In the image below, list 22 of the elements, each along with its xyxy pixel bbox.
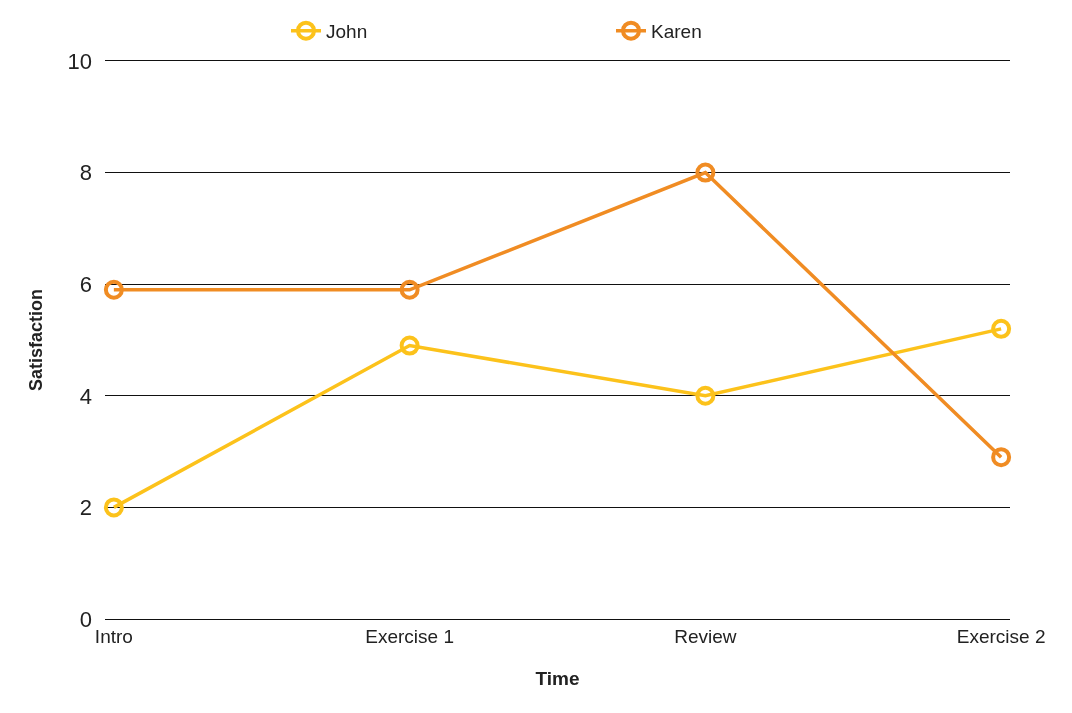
point bbox=[103, 279, 124, 300]
y-tick-label: 6 bbox=[79, 271, 92, 297]
y-tick-label: 8 bbox=[79, 160, 92, 186]
y-tick-label: 2 bbox=[79, 495, 92, 521]
point bbox=[103, 497, 124, 518]
point bbox=[695, 162, 716, 183]
y-tick-label: 10 bbox=[67, 48, 92, 74]
x-tick-label: Review bbox=[674, 625, 737, 647]
point bbox=[991, 447, 1012, 468]
point bbox=[695, 385, 716, 406]
x-tick-label: Exercise 1 bbox=[365, 625, 454, 647]
legend-label: Karen bbox=[651, 21, 702, 43]
x-tick-label: Intro bbox=[94, 625, 133, 647]
x-tick-label: Exercise 2 bbox=[956, 625, 1046, 647]
point bbox=[399, 279, 420, 300]
y-tick-label: 0 bbox=[79, 606, 92, 632]
point bbox=[399, 335, 420, 356]
legend-label: John bbox=[326, 21, 368, 43]
y-axis-title: Satisfaction bbox=[25, 288, 46, 392]
x-axis-title: Time bbox=[535, 667, 580, 689]
y-tick-label: 4 bbox=[79, 383, 92, 409]
point bbox=[991, 318, 1012, 339]
